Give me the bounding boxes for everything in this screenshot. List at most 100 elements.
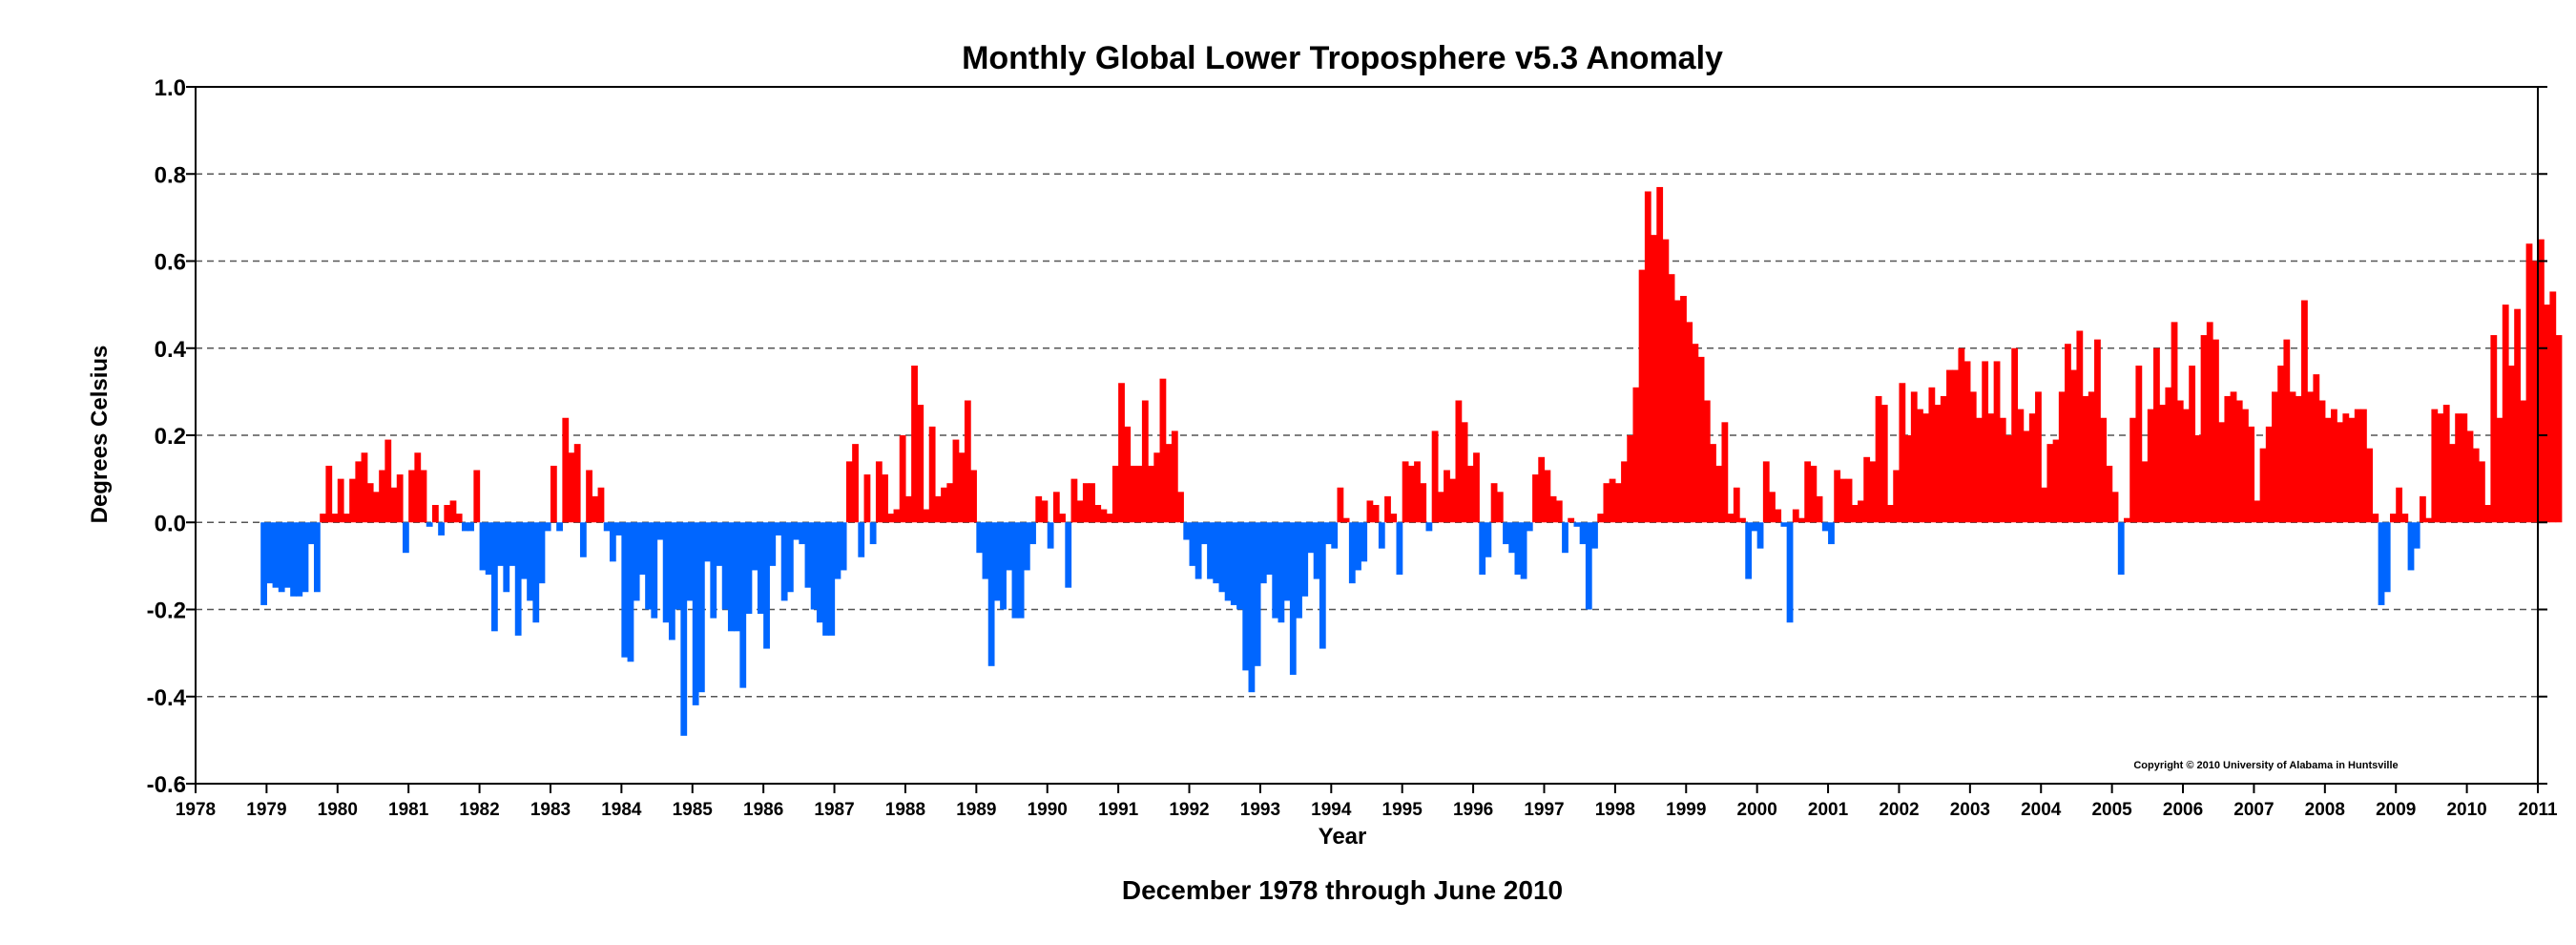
bar xyxy=(2313,374,2320,523)
bar xyxy=(1414,461,1421,523)
bar xyxy=(2129,417,2137,523)
bar xyxy=(662,522,670,623)
bar xyxy=(1917,409,1923,523)
bar xyxy=(2005,435,2012,523)
bar xyxy=(1023,522,1030,571)
bar xyxy=(2124,517,2130,523)
chart-subtitle: December 1978 through June 2010 xyxy=(1122,875,1563,905)
bar xyxy=(414,452,422,523)
bar xyxy=(1153,452,1161,523)
bar xyxy=(2337,422,2344,523)
bar xyxy=(1213,522,1220,584)
bar xyxy=(2372,514,2379,523)
x-tick-label: 1993 xyxy=(1240,800,1280,820)
bar xyxy=(734,522,740,632)
bar xyxy=(1313,522,1320,579)
bar xyxy=(810,522,818,610)
bar xyxy=(1851,505,1859,523)
bar xyxy=(2248,426,2255,523)
bar xyxy=(278,522,285,593)
x-tick-label: 1994 xyxy=(1311,800,1352,820)
bar xyxy=(615,522,622,536)
bar xyxy=(366,483,374,523)
bar xyxy=(473,470,481,523)
bar xyxy=(1301,522,1309,597)
bar xyxy=(1218,522,1226,593)
bar xyxy=(2514,308,2522,523)
bar xyxy=(1355,522,1361,571)
bar xyxy=(1006,522,1013,571)
bar xyxy=(1940,395,1947,523)
bar xyxy=(2277,366,2285,523)
bar xyxy=(2272,391,2278,523)
bar xyxy=(1899,383,1906,523)
bar xyxy=(2183,409,2190,523)
bar xyxy=(1721,422,1729,523)
bar xyxy=(858,522,865,557)
bar xyxy=(1555,500,1563,523)
bar xyxy=(751,522,758,571)
bar xyxy=(1834,470,1841,523)
bar xyxy=(455,514,463,523)
x-tick-label: 1981 xyxy=(388,800,429,820)
y-tick-label: -0.4 xyxy=(147,685,187,711)
x-tick-label: 1995 xyxy=(1382,800,1423,820)
bar xyxy=(904,495,912,523)
bar xyxy=(1000,522,1007,610)
bar xyxy=(840,522,847,571)
x-tick-label: 1992 xyxy=(1169,800,1209,820)
bar xyxy=(882,474,888,523)
bar xyxy=(1710,444,1716,523)
bar xyxy=(923,509,930,523)
bar xyxy=(1177,492,1184,523)
bar xyxy=(372,492,380,523)
bar xyxy=(1148,465,1154,523)
y-tick-label: 0.0 xyxy=(155,511,186,536)
bar xyxy=(2502,304,2509,523)
bar xyxy=(2218,422,2226,523)
bar xyxy=(2171,322,2178,523)
x-tick-label: 2000 xyxy=(1737,800,1777,820)
bar xyxy=(2520,400,2527,523)
bar xyxy=(2479,461,2485,523)
bar xyxy=(2472,448,2480,523)
bar xyxy=(283,522,291,588)
bar xyxy=(579,522,587,557)
bar xyxy=(2549,291,2557,523)
bar xyxy=(1490,483,1498,523)
bar xyxy=(1141,400,1149,523)
bar xyxy=(627,522,634,662)
bar xyxy=(1296,522,1302,619)
bar xyxy=(1089,483,1095,523)
bar xyxy=(763,522,770,649)
x-tick-label: 1979 xyxy=(246,800,286,820)
bar xyxy=(799,522,806,545)
bar xyxy=(2265,426,2273,523)
bar xyxy=(355,461,363,523)
bar xyxy=(1496,492,1504,523)
bar xyxy=(2100,417,2108,523)
bar xyxy=(1946,369,1953,523)
bar xyxy=(1479,522,1486,575)
bar xyxy=(290,522,297,597)
bar xyxy=(2052,439,2060,523)
bar xyxy=(1703,400,1711,523)
bar xyxy=(1384,495,1391,523)
bar xyxy=(651,522,658,619)
bar xyxy=(1621,461,1628,523)
bar xyxy=(1727,514,1735,523)
bar xyxy=(1059,514,1066,523)
bar xyxy=(2383,522,2391,593)
bar xyxy=(1248,522,1256,693)
bar xyxy=(893,509,901,523)
bar xyxy=(1591,522,1598,549)
bar xyxy=(716,522,723,566)
bar xyxy=(2046,444,2054,523)
bar xyxy=(2176,400,2184,523)
bar xyxy=(1904,435,1912,523)
bar xyxy=(1266,522,1273,575)
bar xyxy=(272,522,280,588)
bar xyxy=(1751,522,1758,532)
bar xyxy=(1052,492,1060,523)
